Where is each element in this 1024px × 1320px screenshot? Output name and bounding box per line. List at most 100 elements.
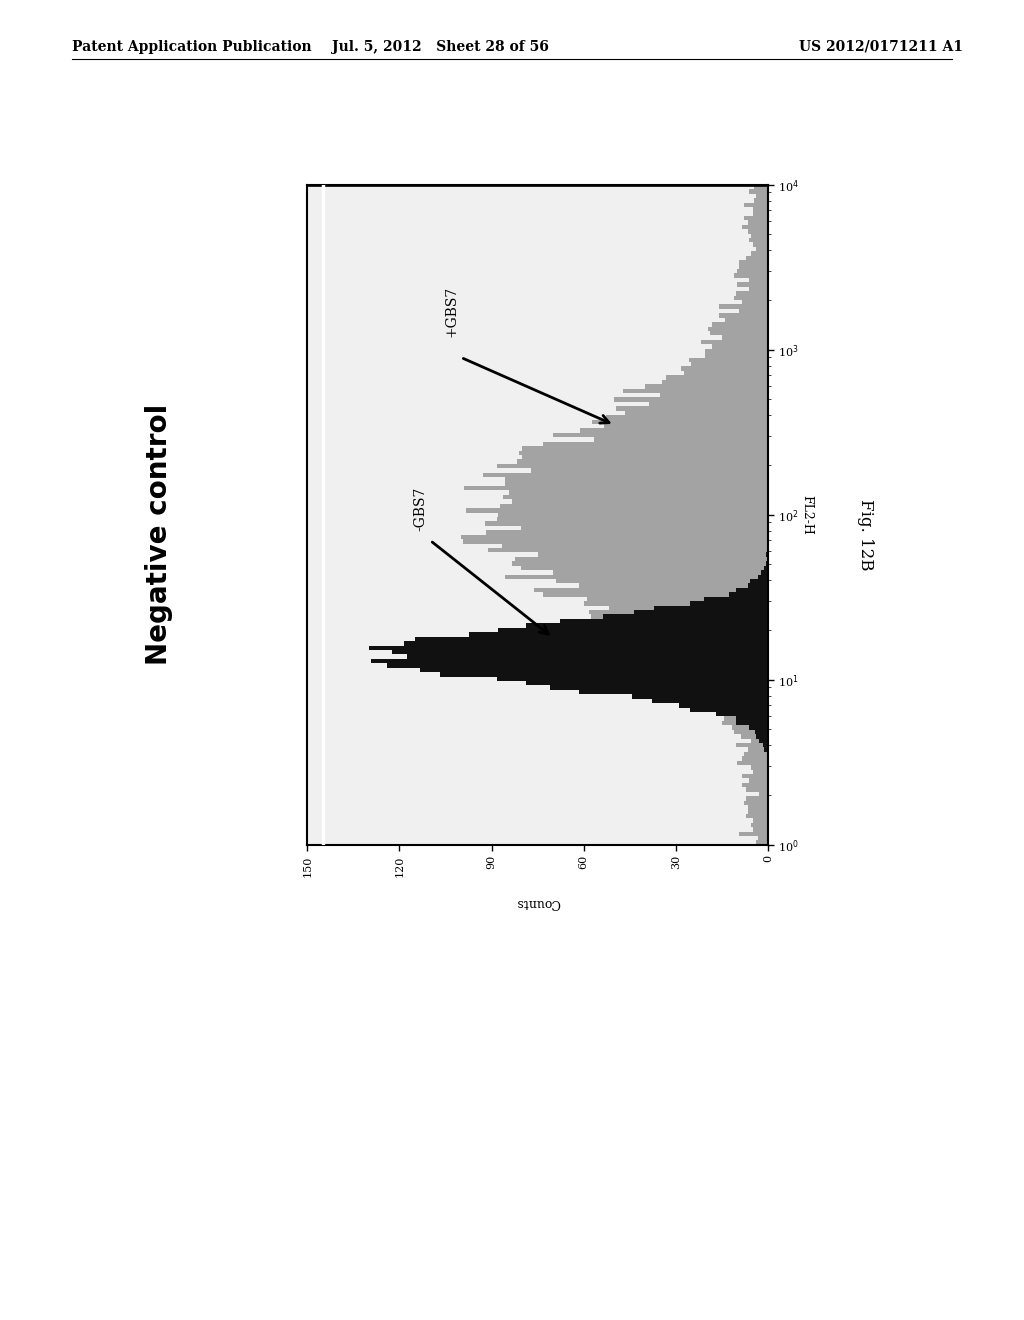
Bar <box>606 416 768 420</box>
Bar <box>681 367 768 371</box>
Bar <box>681 663 768 668</box>
Bar <box>464 486 768 491</box>
Bar <box>579 583 768 587</box>
Bar <box>757 734 768 738</box>
Bar <box>592 420 768 424</box>
Bar <box>761 570 768 574</box>
Bar <box>732 725 768 730</box>
Bar <box>767 756 768 760</box>
Bar <box>736 721 768 725</box>
Bar <box>742 300 768 305</box>
Bar <box>535 587 768 593</box>
Bar <box>701 339 768 345</box>
Bar <box>628 619 768 623</box>
Bar <box>664 655 768 659</box>
Bar <box>753 828 768 832</box>
Bar <box>609 606 768 610</box>
Bar <box>759 738 768 743</box>
Bar <box>594 437 768 442</box>
Bar <box>751 822 768 828</box>
Bar <box>739 260 768 264</box>
Bar <box>625 623 768 628</box>
Bar <box>722 721 768 725</box>
Bar <box>500 504 768 508</box>
Bar <box>745 796 768 800</box>
Bar <box>512 561 768 566</box>
Bar <box>703 597 768 601</box>
Bar <box>742 224 768 230</box>
Bar <box>690 601 768 606</box>
Text: Fig. 12B: Fig. 12B <box>857 499 873 570</box>
Bar <box>748 747 768 752</box>
Bar <box>660 393 768 397</box>
Bar <box>748 583 768 587</box>
Bar <box>753 818 768 822</box>
Bar <box>763 743 768 747</box>
Bar <box>387 663 768 668</box>
Bar <box>729 593 768 597</box>
Bar <box>520 525 768 531</box>
Bar <box>505 574 768 579</box>
Bar <box>543 593 768 597</box>
Bar <box>753 211 768 216</box>
Bar <box>614 397 768 401</box>
Text: Jul. 5, 2012   Sheet 28 of 56: Jul. 5, 2012 Sheet 28 of 56 <box>332 40 549 54</box>
Bar <box>461 535 768 539</box>
Bar <box>553 433 768 437</box>
Bar <box>553 570 768 574</box>
Bar <box>690 708 768 711</box>
Bar <box>705 685 768 690</box>
Bar <box>755 730 768 734</box>
Bar <box>748 220 768 224</box>
Bar <box>750 238 768 243</box>
Bar <box>751 766 768 770</box>
Bar <box>750 579 768 583</box>
Bar <box>714 698 768 704</box>
Bar <box>522 446 768 450</box>
Bar <box>551 685 768 690</box>
Bar <box>755 198 768 202</box>
Bar <box>750 189 768 194</box>
Bar <box>517 459 768 463</box>
Bar <box>735 717 768 721</box>
Bar <box>748 809 768 814</box>
Bar <box>744 752 768 756</box>
Bar <box>753 770 768 774</box>
Bar <box>716 711 768 717</box>
Bar <box>715 690 768 694</box>
Bar <box>735 587 768 593</box>
Bar <box>750 277 768 282</box>
Bar <box>526 623 768 628</box>
Bar <box>628 632 768 636</box>
Bar <box>742 774 768 779</box>
Bar <box>691 672 768 677</box>
Bar <box>709 326 768 331</box>
Bar <box>505 478 768 482</box>
Bar <box>522 455 768 459</box>
Bar <box>750 779 768 783</box>
Bar <box>584 601 768 606</box>
Bar <box>737 269 768 273</box>
Bar <box>645 384 768 388</box>
Bar <box>760 792 768 796</box>
Bar <box>764 566 768 570</box>
Bar <box>505 482 768 486</box>
Bar <box>369 645 768 649</box>
Bar <box>634 610 768 615</box>
Bar <box>652 698 768 704</box>
Bar <box>712 345 768 348</box>
Text: +GBS7: +GBS7 <box>444 285 459 337</box>
Bar <box>420 668 768 672</box>
Bar <box>742 783 768 787</box>
Bar <box>755 185 768 189</box>
Bar <box>744 216 768 220</box>
Bar <box>625 411 768 416</box>
Bar <box>725 318 768 322</box>
Bar <box>750 286 768 292</box>
Text: -GBS7: -GBS7 <box>414 486 428 531</box>
Bar <box>683 659 768 663</box>
Bar <box>579 690 768 694</box>
Bar <box>739 832 768 836</box>
Bar <box>684 371 768 375</box>
Bar <box>498 628 768 632</box>
